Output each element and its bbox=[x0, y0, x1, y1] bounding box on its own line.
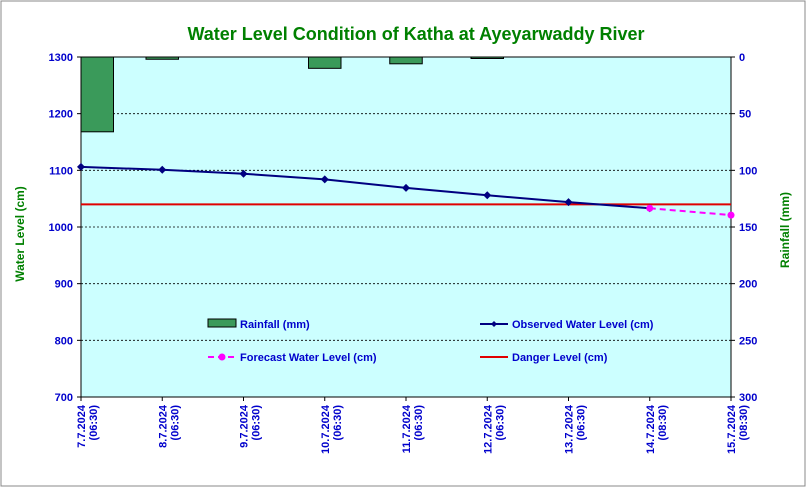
legend-item: Danger Level (cm) bbox=[480, 352, 608, 364]
y-axis-label: Water Level (cm) bbox=[13, 186, 27, 282]
rainfall-bar bbox=[145, 56, 179, 60]
y2-tick-label: 200 bbox=[739, 279, 757, 291]
y-tick-label: 1200 bbox=[49, 109, 73, 121]
legend-item: Forecast Water Level (cm) bbox=[208, 352, 377, 364]
left-axis-ticks: 700 800 900 1000 1100 1200 1300 bbox=[49, 52, 81, 404]
y2-tick-label: 150 bbox=[739, 222, 757, 234]
x-axis-ticks: 7.7.2024(06:30) 8.7.2024(06:30) 9.7.2024(0… bbox=[76, 397, 750, 454]
legend-label: Rainfall (mm) bbox=[240, 319, 310, 331]
y-tick-label: 1000 bbox=[49, 222, 73, 234]
forecast-water-level-series bbox=[646, 204, 735, 219]
rainfall-bar bbox=[470, 56, 504, 59]
x-tick-label: 7.7.2024(06:30) bbox=[76, 404, 100, 448]
x-tick-label: 15.7.2024(08:30) bbox=[726, 404, 750, 454]
legend-item: Observed Water Level (cm) bbox=[480, 319, 654, 331]
y2-tick-label: 300 bbox=[739, 392, 757, 404]
y-tick-label: 1100 bbox=[49, 165, 73, 177]
data-point bbox=[320, 175, 329, 184]
y-tick-label: 800 bbox=[55, 335, 73, 347]
y2-tick-label: 0 bbox=[739, 52, 745, 64]
x-tick-label: 8.7.2024(06:30) bbox=[157, 404, 181, 448]
x-tick-label: 10.7.2024(06:30) bbox=[320, 404, 344, 454]
rainfall-bar bbox=[389, 56, 423, 65]
y2-axis-label: Rainfall (mm) bbox=[778, 192, 792, 268]
right-axis-ticks: 0 50 100 150 200 250 300 bbox=[731, 52, 757, 404]
legend-swatch bbox=[207, 318, 237, 328]
x-tick-label: 11.7.2024(06:30) bbox=[401, 404, 425, 453]
x-tick-label: 14.7.2024(08:30) bbox=[645, 404, 669, 454]
data-point bbox=[402, 183, 410, 192]
rainfall-bar bbox=[80, 56, 114, 133]
data-point bbox=[646, 204, 654, 212]
y2-tick-label: 50 bbox=[739, 109, 751, 121]
x-tick-label: 12.7.2024(06:30) bbox=[482, 404, 506, 454]
y2-tick-label: 100 bbox=[739, 165, 757, 177]
y-tick-label: 1300 bbox=[49, 52, 73, 64]
y2-tick-label: 250 bbox=[739, 335, 757, 347]
data-point bbox=[77, 162, 85, 171]
y-tick-label: 700 bbox=[55, 392, 73, 404]
legend-label: Observed Water Level (cm) bbox=[512, 319, 654, 331]
legend-label: Danger Level (cm) bbox=[512, 352, 608, 364]
data-point bbox=[727, 211, 735, 219]
data-point bbox=[483, 191, 492, 200]
rainfall-bars bbox=[80, 56, 504, 133]
x-tick-label: 13.7.2024(06:30) bbox=[564, 404, 588, 454]
data-point bbox=[564, 198, 573, 207]
series-line bbox=[649, 207, 732, 217]
legend-item: Rainfall (mm) bbox=[207, 318, 310, 331]
chart-title: Water Level Condition of Katha at Ayeyar… bbox=[187, 24, 644, 44]
data-point bbox=[158, 165, 167, 174]
rainfall-bar bbox=[308, 56, 342, 69]
series-line bbox=[80, 165, 650, 210]
y-tick-label: 900 bbox=[55, 279, 73, 291]
legend: Rainfall (mm) Observed Water Level (cm) Fo… bbox=[207, 318, 654, 364]
legend-label: Forecast Water Level (cm) bbox=[240, 352, 377, 364]
x-tick-label: 9.7.2024(06:30) bbox=[239, 404, 263, 448]
data-point bbox=[239, 169, 248, 178]
